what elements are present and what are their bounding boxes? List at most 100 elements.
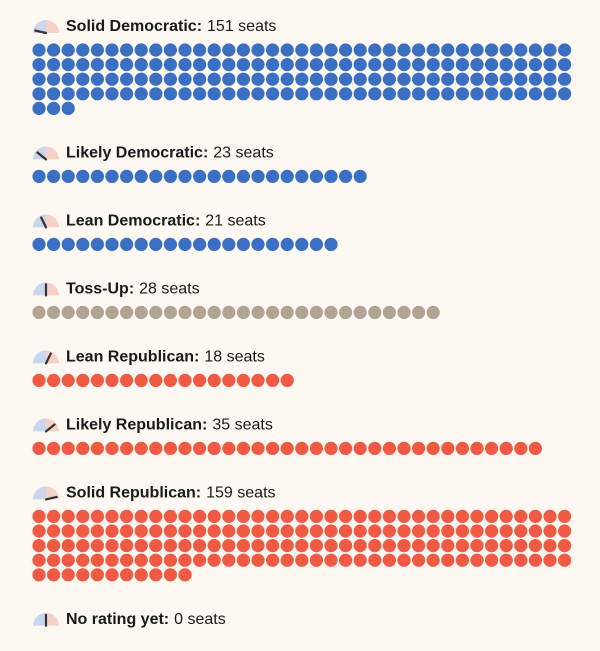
seat-count: 21 seats	[205, 213, 265, 230]
seat-dot	[90, 169, 104, 183]
seat-dot	[149, 524, 163, 538]
seat-dot	[353, 43, 367, 57]
gauge-left	[33, 214, 46, 228]
seat-dot	[266, 373, 280, 387]
seat-dot	[222, 58, 236, 72]
seat-dot	[61, 509, 75, 523]
seat-dot	[455, 58, 469, 72]
seat-dot	[32, 524, 46, 538]
seat-dot	[236, 87, 250, 101]
seat-dot	[470, 87, 484, 101]
seat-dot	[149, 72, 163, 86]
seat-dot	[470, 58, 484, 72]
seat-dot	[105, 169, 119, 183]
seat-dot	[222, 373, 236, 387]
seat-dot	[353, 539, 367, 553]
seat-dot	[514, 58, 528, 72]
seat-count: 151 seats	[207, 18, 276, 35]
seat-dot	[339, 524, 353, 538]
seat-dot	[236, 553, 250, 567]
seat-dot	[353, 509, 367, 523]
seat-dot	[32, 169, 46, 183]
seat-dot	[163, 237, 177, 251]
seat-dot	[514, 524, 528, 538]
seat-dot	[412, 58, 426, 72]
seat-dot	[90, 305, 104, 319]
seat-dot	[193, 169, 207, 183]
seat-dot	[295, 553, 309, 567]
seat-dot	[251, 524, 265, 538]
seat-dot	[558, 553, 572, 567]
seat-dot	[266, 169, 280, 183]
seat-dot	[558, 43, 572, 57]
seat-dot	[207, 237, 221, 251]
seat-dot	[397, 58, 411, 72]
seat-dot	[353, 58, 367, 72]
seat-dot	[499, 58, 513, 72]
seat-dot	[455, 43, 469, 57]
seat-dot	[47, 237, 61, 251]
gauge-needle	[34, 29, 48, 35]
seat-dot	[149, 58, 163, 72]
seat-dot	[309, 553, 323, 567]
seat-dot	[76, 568, 90, 582]
seat-dot	[455, 72, 469, 86]
seat-dot	[441, 553, 455, 567]
seat-dot	[412, 553, 426, 567]
seat-dot	[266, 539, 280, 553]
seat-dot	[222, 87, 236, 101]
seat-dot	[266, 72, 280, 86]
seat-dot	[368, 441, 382, 455]
seat-dot	[295, 87, 309, 101]
seat-dot	[339, 58, 353, 72]
seat-dot	[339, 305, 353, 319]
seat-dot	[149, 568, 163, 582]
gauge-right	[46, 20, 59, 33]
seat-dot	[382, 72, 396, 86]
seat-dot	[382, 58, 396, 72]
gauge-needle	[44, 423, 56, 433]
category-label: Toss-Up: 28 seats	[66, 281, 200, 298]
seat-dot	[309, 169, 323, 183]
seat-dot	[236, 43, 250, 57]
seat-dot	[193, 72, 207, 86]
seat-dot	[207, 524, 221, 538]
seat-dot	[105, 237, 119, 251]
seat-dot	[455, 509, 469, 523]
seat-dot	[61, 539, 75, 553]
seat-dot	[280, 539, 294, 553]
seat-dot	[105, 524, 119, 538]
seat-dot	[309, 237, 323, 251]
seat-dot	[397, 539, 411, 553]
seat-dot	[485, 441, 499, 455]
seat-dot	[426, 524, 440, 538]
seat-dot	[368, 305, 382, 319]
seat-dot	[32, 568, 46, 582]
seat-dot	[222, 441, 236, 455]
seat-dot	[90, 524, 104, 538]
seat-dot	[207, 553, 221, 567]
seat-dot	[105, 43, 119, 57]
seat-dot	[397, 87, 411, 101]
seat-dot	[412, 305, 426, 319]
seat-dot	[193, 524, 207, 538]
seat-dot	[558, 539, 572, 553]
seat-dot	[499, 553, 513, 567]
seat-dot	[412, 524, 426, 538]
seat-dot	[61, 72, 75, 86]
seat-dot	[32, 43, 46, 57]
seat-dot	[514, 553, 528, 567]
seat-dot	[353, 72, 367, 86]
seat-dot	[251, 373, 265, 387]
seat-dot	[499, 509, 513, 523]
seat-dot	[280, 553, 294, 567]
seat-dot	[368, 524, 382, 538]
seat-dot	[353, 441, 367, 455]
seat-dot	[47, 553, 61, 567]
seat-dot	[485, 509, 499, 523]
seat-dot	[32, 373, 46, 387]
seat-dot	[120, 373, 134, 387]
seat-dot	[178, 373, 192, 387]
seat-dot	[295, 43, 309, 57]
seat-dot	[455, 87, 469, 101]
